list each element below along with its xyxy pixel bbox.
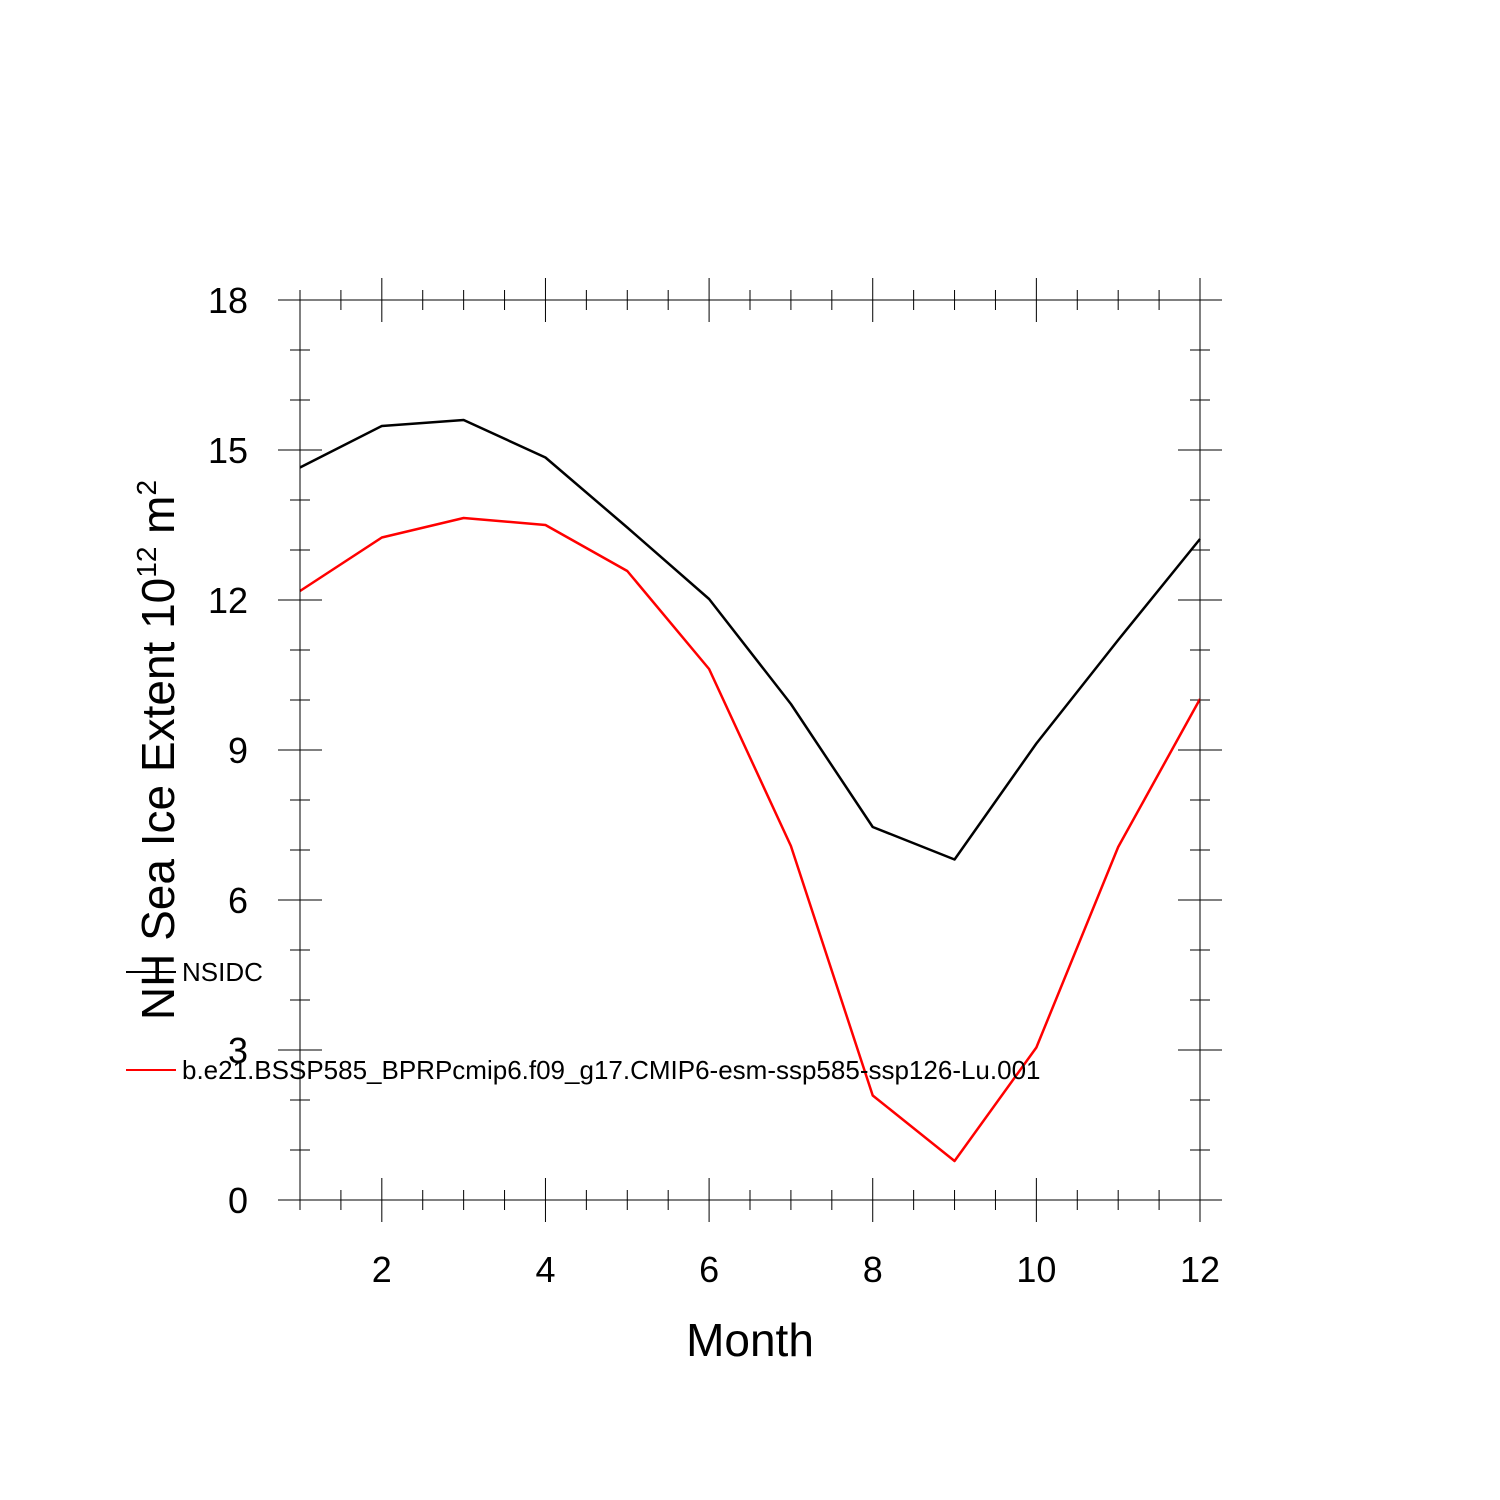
y-axis-title-exp2: 2 (131, 480, 162, 496)
legend: NSIDC b.e21.BSSP585_BPRPcmip6.f09_g17.CM… (126, 957, 1041, 1085)
y-tick-label: 6 (228, 880, 248, 921)
y-tick-label: 3 (228, 1030, 248, 1071)
y-tick-label: 0 (228, 1180, 248, 1221)
x-tick-label: 4 (535, 1249, 555, 1290)
x-tick-label: 8 (863, 1249, 883, 1290)
plot-frame (299, 299, 1201, 1201)
x-tick-label: 2 (372, 1249, 392, 1290)
y-axis-title-exp1: 12 (131, 547, 162, 578)
x-axis-title: Month (686, 1314, 814, 1366)
y-axis-title-prefix: NH Sea Ice Extent 10 (132, 578, 184, 1020)
series-line-1 (299, 516, 1202, 1163)
y-axis-title-unit: m (132, 495, 184, 546)
y-tick-label: 18 (208, 280, 248, 321)
legend-label-series-1: b.e21.BSSP585_BPRPcmip6.f09_g17.CMIP6-es… (182, 1055, 1041, 1085)
y-tick-labels: 0 3 6 9 12 15 18 (208, 280, 248, 1221)
y-axis-title: NH Sea Ice Extent 1012 m2 (131, 480, 184, 1020)
series-line-0 (299, 418, 1201, 861)
y-tick-label: 12 (208, 580, 248, 621)
x-tick-labels: 2 4 6 8 10 12 (372, 1249, 1220, 1290)
x-tick-label: 12 (1180, 1249, 1220, 1290)
x-tick-label: 10 (1016, 1249, 1056, 1290)
y-tick-label: 9 (228, 730, 248, 771)
series-lines (299, 418, 1202, 1163)
legend-label-series-0: NSIDC (182, 957, 263, 987)
y-tick-label: 15 (208, 430, 248, 471)
x-tick-label: 6 (699, 1249, 719, 1290)
